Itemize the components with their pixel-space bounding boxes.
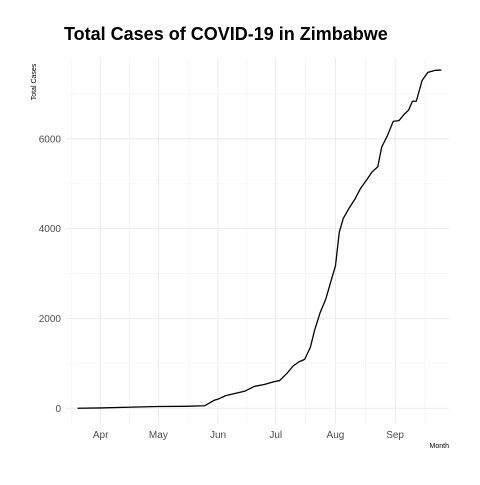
x-tick-label: Jul (269, 430, 282, 441)
x-tick-label: May (149, 430, 168, 441)
y-tick-label: 2000 (39, 314, 62, 325)
series-line-total-cases (77, 69, 442, 409)
y-tick-label: 6000 (39, 134, 62, 145)
y-tick-label: 0 (55, 404, 61, 415)
x-axis-label: Month (430, 443, 450, 450)
x-tick-label: Apr (93, 430, 109, 441)
y-axis-label: Total Cases (31, 63, 38, 100)
x-tick-labels: Apr May Jun Jul Aug Sep (93, 430, 405, 441)
y-tick-label: 4000 (39, 224, 62, 235)
x-tick-label: Aug (327, 430, 345, 441)
chart-title: Total Cases of COVID-19 in Zimbabwe (64, 24, 388, 44)
minor-grid (66, 58, 449, 424)
x-tick-label: Sep (386, 430, 404, 441)
y-tick-labels: 0 2000 4000 6000 (39, 134, 62, 414)
major-grid (66, 58, 449, 424)
x-tick-label: Jun (210, 430, 226, 441)
